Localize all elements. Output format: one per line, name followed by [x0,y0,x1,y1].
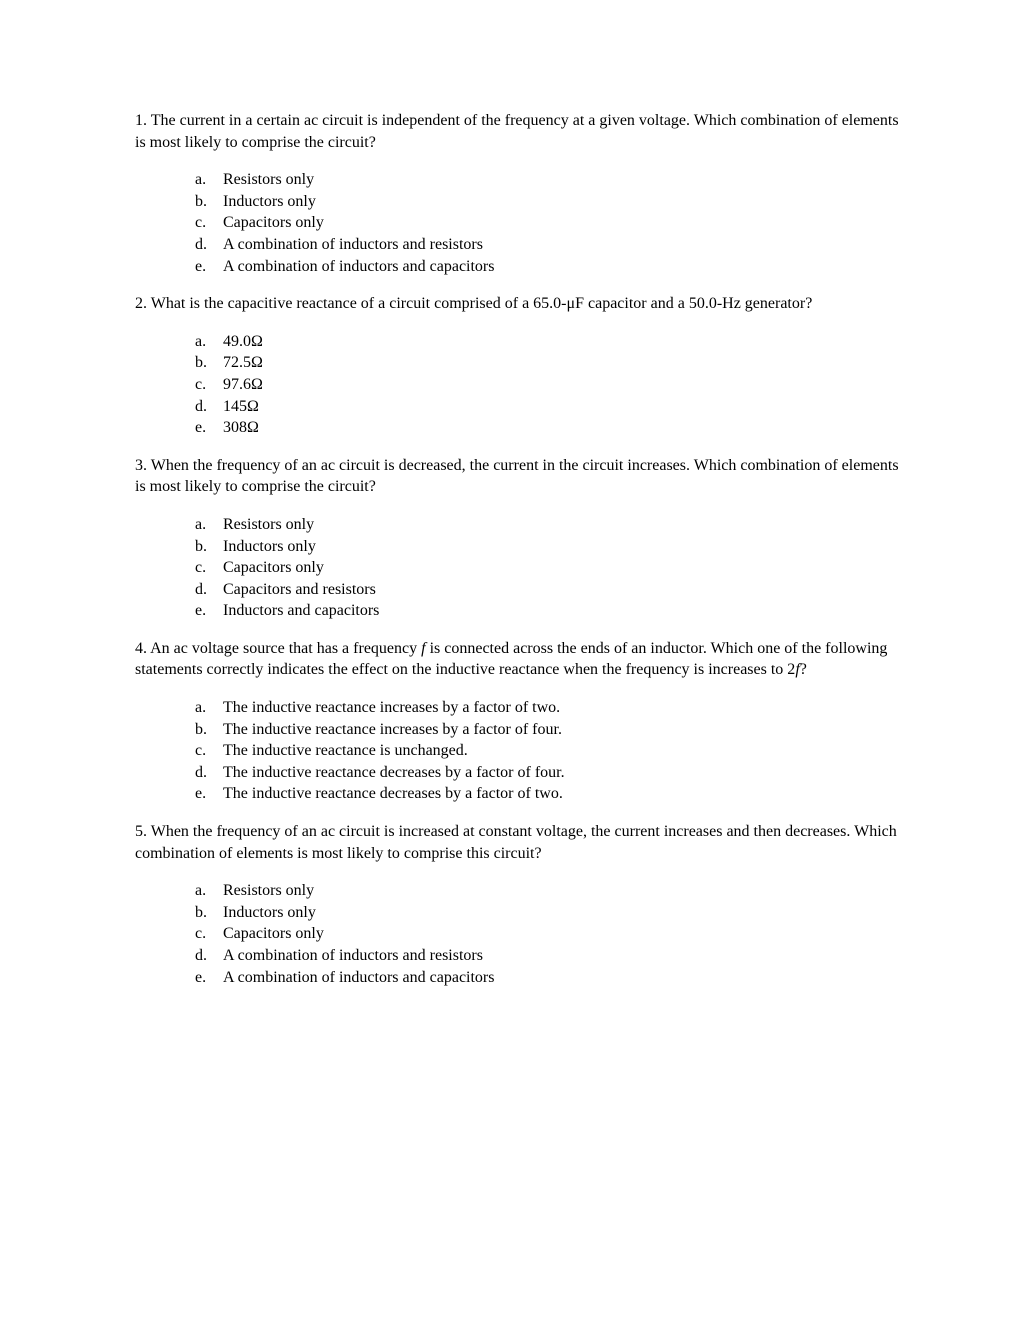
option-letter: c. [195,923,223,945]
option: d.145Ω [195,396,905,418]
option-text: Capacitors only [223,923,324,945]
option-text: The inductive reactance increases by a f… [223,719,562,741]
option-text: The inductive reactance is unchanged. [223,740,468,762]
option: a.Resistors only [195,169,905,191]
option: c.Capacitors only [195,212,905,234]
options-list: a.Resistors onlyb.Inductors onlyc.Capaci… [135,169,905,277]
option-letter: e. [195,967,223,989]
option: e.A combination of inductors and capacit… [195,967,905,989]
options-list: a.The inductive reactance increases by a… [135,697,905,805]
option-letter: b. [195,536,223,558]
option-text: Inductors only [223,902,316,924]
option-text: The inductive reactance decreases by a f… [223,783,563,805]
question: 4. An ac voltage source that has a frequ… [135,638,905,805]
option-text: A combination of inductors and resistors [223,234,483,256]
option-text: 145Ω [223,396,259,418]
option: e.A combination of inductors and capacit… [195,256,905,278]
question-text: 4. An ac voltage source that has a frequ… [135,638,905,681]
question-text: 5. When the frequency of an ac circuit i… [135,821,905,864]
option-text: Capacitors only [223,212,324,234]
option-letter: a. [195,331,223,353]
question: 1. The current in a certain ac circuit i… [135,110,905,277]
document-body: 1. The current in a certain ac circuit i… [135,110,905,988]
option-letter: b. [195,352,223,374]
option-letter: c. [195,557,223,579]
option-text: Resistors only [223,169,314,191]
option-letter: c. [195,212,223,234]
option-text: A combination of inductors and capacitor… [223,967,494,989]
option: d.A combination of inductors and resisto… [195,234,905,256]
option: e.308Ω [195,417,905,439]
option-letter: d. [195,579,223,601]
option-letter: a. [195,880,223,902]
option: a.Resistors only [195,514,905,536]
option-text: A combination of inductors and capacitor… [223,256,494,278]
options-list: a.Resistors onlyb.Inductors onlyc.Capaci… [135,514,905,622]
option-text: A combination of inductors and resistors [223,945,483,967]
question-number: 4. [135,640,150,657]
option: a.The inductive reactance increases by a… [195,697,905,719]
option: c.Capacitors only [195,557,905,579]
question-text-part: ? [800,661,807,678]
option-letter: e. [195,600,223,622]
question: 5. When the frequency of an ac circuit i… [135,821,905,988]
option: d.A combination of inductors and resisto… [195,945,905,967]
option: b.Inductors only [195,191,905,213]
option-text: 97.6Ω [223,374,263,396]
option-letter: c. [195,374,223,396]
option-letter: b. [195,719,223,741]
option-letter: e. [195,783,223,805]
question-text: 3. When the frequency of an ac circuit i… [135,455,905,498]
option: c.Capacitors only [195,923,905,945]
option-text: Resistors only [223,514,314,536]
option-letter: b. [195,191,223,213]
option-letter: c. [195,740,223,762]
question-text-part: An ac voltage source that has a frequenc… [150,640,421,657]
option: b.72.5Ω [195,352,905,374]
option: b.Inductors only [195,902,905,924]
option-text: Resistors only [223,880,314,902]
option-letter: d. [195,396,223,418]
option: d.Capacitors and resistors [195,579,905,601]
question: 2. What is the capacitive reactance of a… [135,293,905,439]
options-list: a.49.0Ωb.72.5Ωc.97.6Ωd.145Ωe.308Ω [135,331,905,439]
option-letter: a. [195,169,223,191]
option-text: Capacitors and resistors [223,579,376,601]
option: c.97.6Ω [195,374,905,396]
option: b.The inductive reactance increases by a… [195,719,905,741]
option: c.The inductive reactance is unchanged. [195,740,905,762]
question-text: 1. The current in a certain ac circuit i… [135,110,905,153]
option-text: Inductors only [223,191,316,213]
question-text: 2. What is the capacitive reactance of a… [135,293,905,315]
option-letter: a. [195,697,223,719]
question: 3. When the frequency of an ac circuit i… [135,455,905,622]
option-letter: e. [195,256,223,278]
option: a.Resistors only [195,880,905,902]
options-list: a.Resistors onlyb.Inductors onlyc.Capaci… [135,880,905,988]
option-letter: e. [195,417,223,439]
option: b.Inductors only [195,536,905,558]
option-text: The inductive reactance decreases by a f… [223,762,565,784]
option-letter: d. [195,234,223,256]
option-text: 72.5Ω [223,352,263,374]
option-letter: d. [195,945,223,967]
option-text: Inductors and capacitors [223,600,379,622]
option-text: The inductive reactance increases by a f… [223,697,560,719]
option-letter: a. [195,514,223,536]
option-text: 308Ω [223,417,259,439]
option-text: Inductors only [223,536,316,558]
option: d.The inductive reactance decreases by a… [195,762,905,784]
option-text: Capacitors only [223,557,324,579]
option-letter: d. [195,762,223,784]
option-letter: b. [195,902,223,924]
option: e.The inductive reactance decreases by a… [195,783,905,805]
option: e.Inductors and capacitors [195,600,905,622]
option: a.49.0Ω [195,331,905,353]
option-text: 49.0Ω [223,331,263,353]
